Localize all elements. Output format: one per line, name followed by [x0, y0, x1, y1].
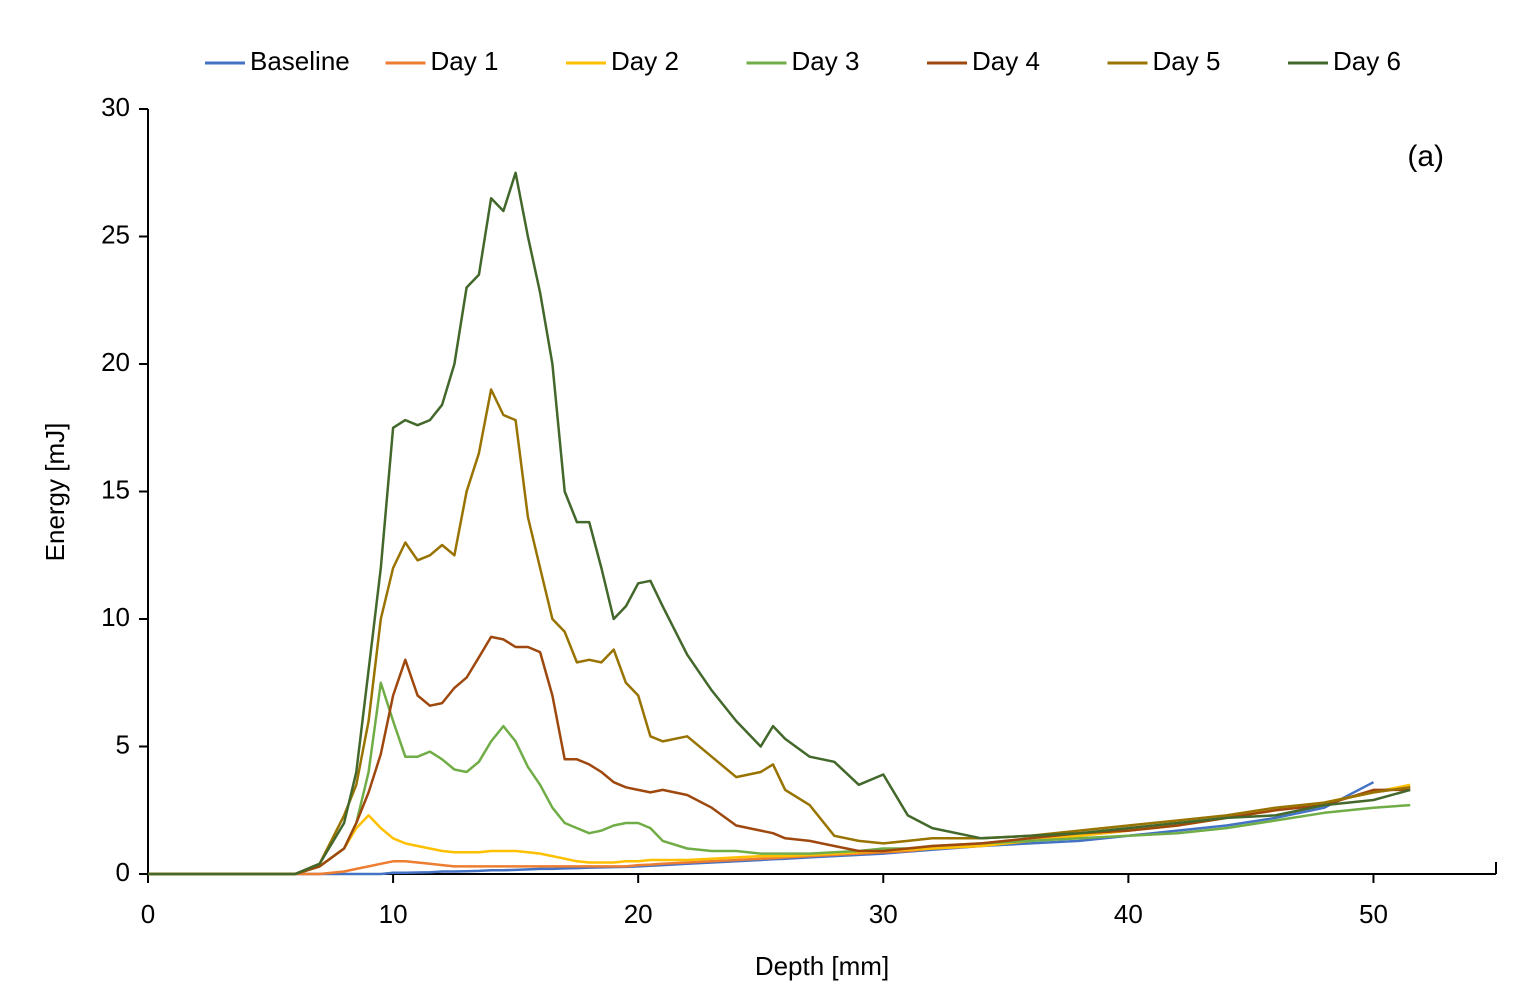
annotation: (a) [1407, 140, 1444, 173]
legend-label: Day 2 [611, 46, 679, 76]
y-tick-label: 10 [101, 602, 130, 632]
x-tick-label: 30 [869, 899, 898, 929]
y-tick-label: 25 [101, 219, 130, 249]
y-tick-label: 15 [101, 474, 130, 504]
x-axis-label: Depth [mm] [755, 951, 889, 981]
series-line [148, 388, 1411, 876]
x-tick-label: 0 [141, 899, 155, 929]
series-line [148, 635, 1411, 876]
y-axis-label: Energy [mJ] [40, 423, 70, 562]
legend-label: Baseline [250, 46, 350, 76]
series-line [148, 783, 1411, 876]
y-tick-label: 0 [116, 857, 130, 887]
legend-label: Day 3 [792, 46, 860, 76]
legend-label: Day 1 [431, 46, 499, 76]
legend-label: Day 4 [972, 46, 1040, 76]
legend-label: Day 5 [1153, 46, 1221, 76]
series-line [148, 171, 1411, 876]
y-tick-label: 5 [116, 729, 130, 759]
x-tick-label: 40 [1114, 899, 1143, 929]
legend-label: Day 6 [1333, 46, 1401, 76]
y-tick-label: 20 [101, 347, 130, 377]
x-tick-label: 10 [379, 899, 408, 929]
x-tick-label: 20 [624, 899, 653, 929]
y-tick-label: 30 [101, 92, 130, 122]
series-line [148, 781, 1375, 876]
x-tick-label: 50 [1359, 899, 1388, 929]
